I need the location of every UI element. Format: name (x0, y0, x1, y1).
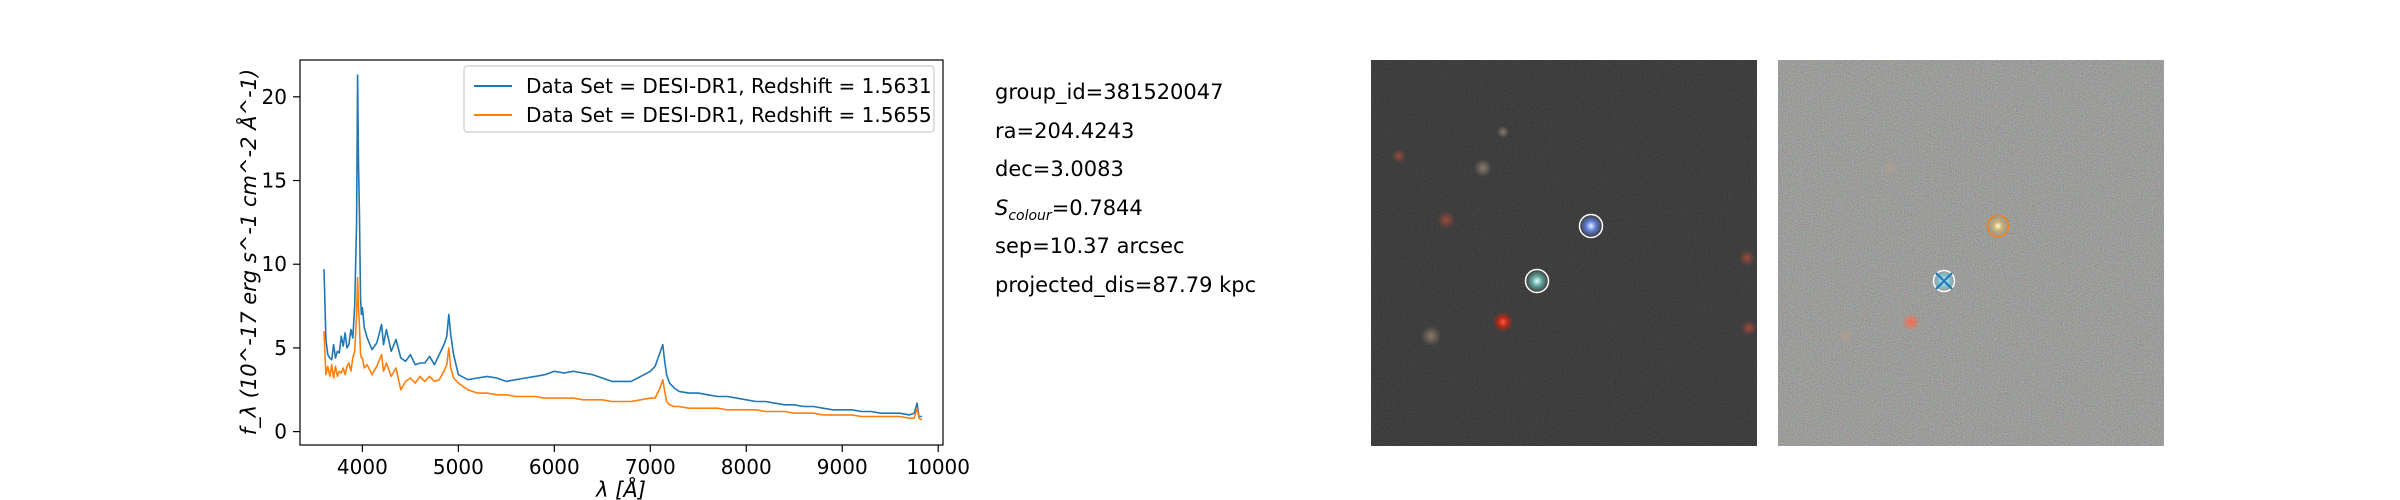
group-id-text: group_id=381520047 (995, 80, 1224, 104)
y-tick-label: 20 (262, 85, 287, 109)
faint-source (1421, 326, 1441, 346)
series-layer (323, 74, 923, 421)
ra-text: ra=204.4243 (995, 118, 1135, 143)
x-axis-ticks: 4000 5000 6000 7000 8000 9000 10000 (337, 445, 970, 479)
spectrum-series-line-1 (323, 74, 922, 418)
target-marker-circle (1524, 268, 1550, 294)
y-tick-label: 5 (274, 336, 287, 360)
y-axis-ticks: 0 5 10 15 20 (262, 85, 300, 444)
cutout-noise (1371, 60, 1757, 446)
sky-cutout-color-image (1371, 60, 1757, 446)
red-source (1902, 313, 1920, 331)
s-colour-text: Scolour=0.7844 (995, 194, 1315, 233)
legend-label-1: Data Set = DESI-DR1, Redshift = 1.5631 (526, 74, 932, 98)
target-cross-marker (1935, 272, 1953, 290)
spectrum-chart: 4000 5000 6000 7000 8000 9000 10000 0 5 10 15 20 λ… (235, 59, 970, 500)
target-marker-circle (1932, 269, 1956, 293)
cyan-source (1526, 270, 1548, 292)
faint-source (1741, 320, 1757, 336)
y-axis-label: f_λ (10^-17 erg s^-1 cm^-2 Å^-1) (235, 69, 262, 436)
plot-area-clip-group (323, 74, 923, 421)
x-axis-label: λ [Å] (595, 476, 646, 500)
legend-box (463, 65, 935, 133)
faint-source (1497, 126, 1509, 138)
faint-source (1474, 159, 1492, 177)
dec-text: dec=3.0083 (995, 157, 1124, 181)
y-tick-label: 15 (262, 169, 287, 193)
x-tick-label: 10000 (906, 455, 970, 479)
cutout-noise (1778, 60, 2164, 446)
legend-label-2: Data Set = DESI-DR1, Redshift = 1.5655 (526, 103, 932, 127)
faint-source (1392, 149, 1406, 163)
faint-source (1882, 160, 1898, 176)
plot-frame (299, 59, 944, 446)
faint-source (1437, 211, 1455, 229)
projected-distance-text: projected_dis=87.79 kpc (995, 272, 1257, 297)
x-tick-label: 9000 (817, 455, 868, 479)
x-tick-label: 6000 (529, 455, 580, 479)
s-colour-label: Scolour (995, 195, 1052, 224)
yellow-source (1989, 217, 2007, 235)
blue-source (1580, 215, 1602, 237)
x-tick-label: 8000 (721, 455, 772, 479)
faint-source (1739, 250, 1755, 266)
object-info-panel: group_id=381520047 ra=204.4243 dec=3.008… (995, 78, 1315, 309)
x-tick-label: 4000 (337, 455, 388, 479)
sky-cutout-residual-image (1778, 60, 2164, 446)
spectrum-series-line-2 (323, 276, 923, 421)
y-tick-label: 0 (274, 420, 287, 444)
legend: Data Set = DESI-DR1, Redshift = 1.5631 D… (463, 65, 935, 133)
red-source (1493, 312, 1513, 332)
target-marker-circle (1986, 214, 2010, 238)
x-tick-label: 5000 (433, 455, 484, 479)
faint-source (1838, 328, 1854, 344)
target-marker-circle (1578, 213, 1604, 239)
s-colour-value: =0.7844 (1051, 195, 1143, 220)
y-tick-label: 10 (262, 252, 287, 276)
x-tick-label: 7000 (625, 455, 676, 479)
sep-text: sep=10.37 arcsec (995, 234, 1185, 258)
